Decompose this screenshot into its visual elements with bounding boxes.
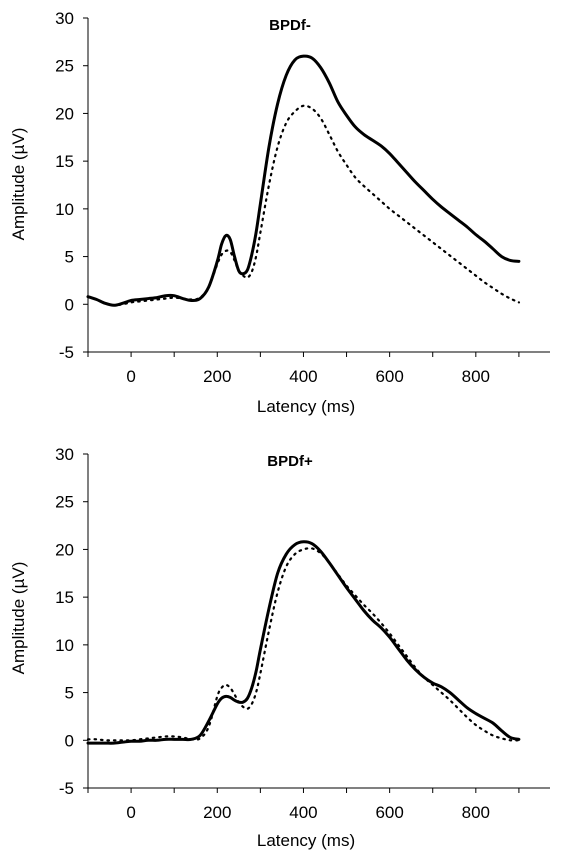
- y-tick-label: 30: [55, 445, 74, 464]
- y-tick-label: 5: [65, 684, 74, 703]
- y-tick-label: 25: [55, 493, 74, 512]
- x-tick-label: 600: [375, 367, 403, 386]
- y-tick-label: 20: [55, 540, 74, 559]
- chart-2: -5 0 5 10 15 20 25 30 0 200 400 600 800 BPDf+ Latency …: [9, 445, 550, 850]
- y-tick-label: 20: [55, 104, 74, 123]
- x-tick-label: 0: [126, 803, 135, 822]
- y-tick-label: 15: [55, 152, 74, 171]
- y-axis-label: Amplitude (µV): [9, 562, 28, 675]
- y-tick-label: -5: [59, 343, 74, 362]
- y-axis-label: Amplitude (µV): [9, 128, 28, 241]
- y-tick-label: 15: [55, 588, 74, 607]
- y-tick-label: 30: [55, 9, 74, 28]
- x-tick-label: 200: [203, 803, 231, 822]
- chart-title: BPDf+: [267, 453, 313, 470]
- y-tick-label: -5: [59, 779, 74, 798]
- y-tick-label: 25: [55, 57, 74, 76]
- x-tick-label: 0: [126, 367, 135, 386]
- y-tick-label: 10: [55, 200, 74, 219]
- x-tick-label: 400: [289, 367, 317, 386]
- series-solid-line: [86, 540, 521, 745]
- y-tick-label: 5: [65, 248, 74, 267]
- x-tick-label: 800: [462, 803, 490, 822]
- x-axis-label: Latency (ms): [257, 831, 355, 850]
- series-dotted-line: [86, 104, 521, 307]
- series-solid-line: [86, 54, 521, 307]
- chart-1: -5 0 5 10 15 20 25 30 0 200 400 600 800 BPDf- Latency …: [9, 9, 550, 416]
- x-tick-label: 200: [203, 367, 231, 386]
- series-dotted-line: [86, 547, 521, 742]
- chart-title: BPDf-: [269, 17, 311, 34]
- x-tick-label: 800: [462, 367, 490, 386]
- x-tick-label: 600: [375, 803, 403, 822]
- y-tick-label: 0: [65, 731, 74, 750]
- x-tick-label: 400: [289, 803, 317, 822]
- y-tick-label: 0: [65, 295, 74, 314]
- y-tick-label: 10: [55, 636, 74, 655]
- x-axis-label: Latency (ms): [257, 397, 355, 416]
